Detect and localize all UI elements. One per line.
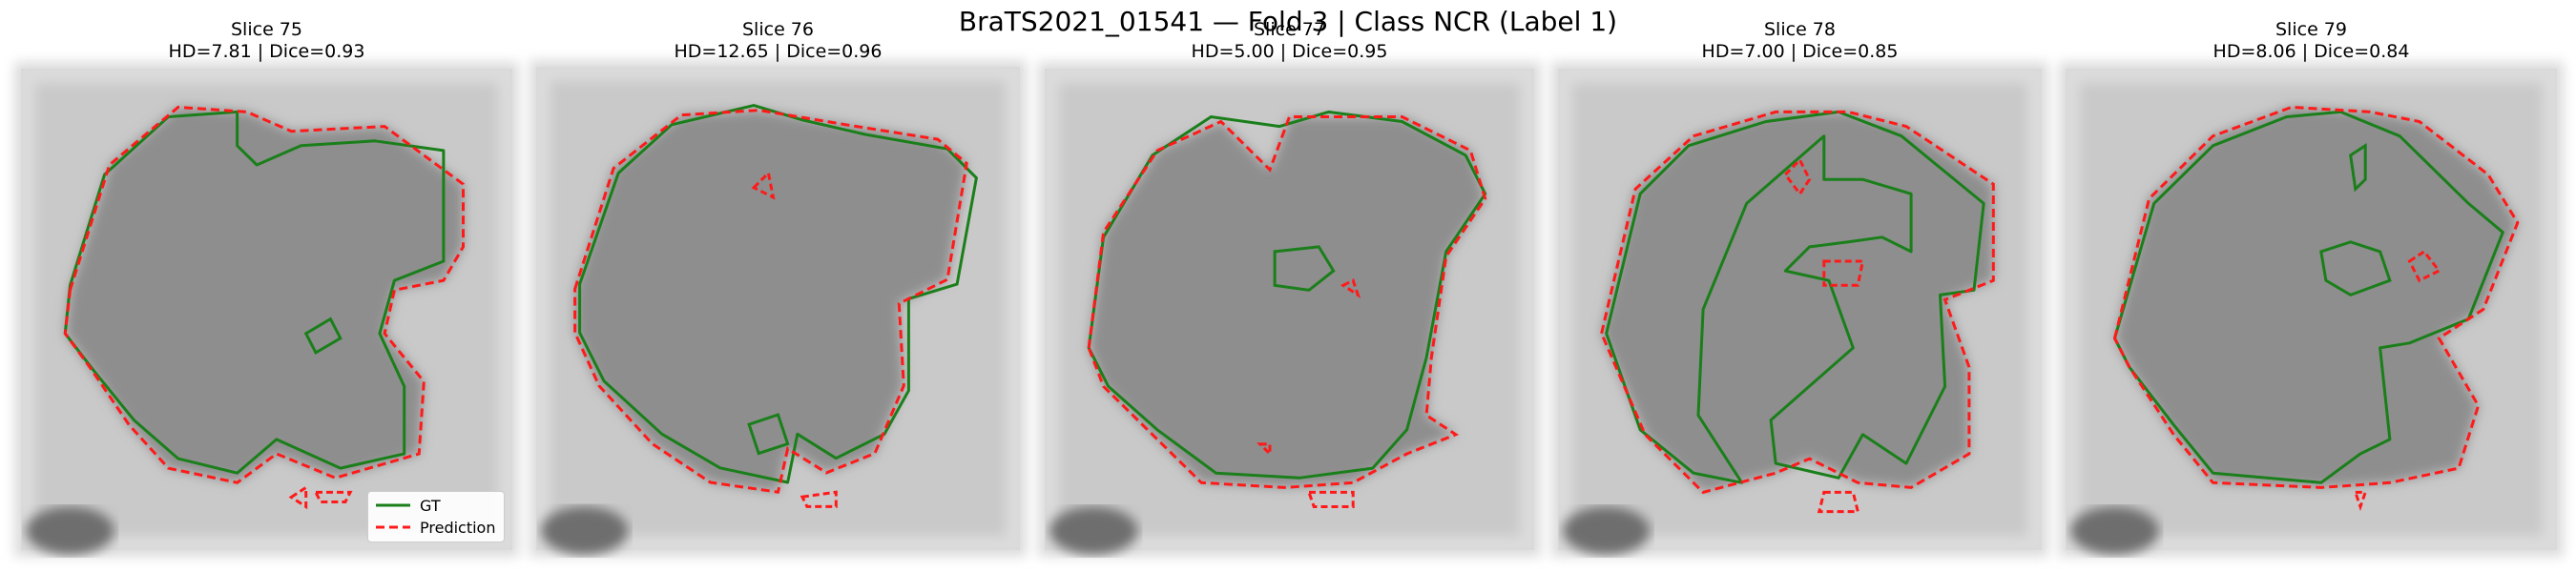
panel-title-slice-78: Slice 78 HD=7.00 | Dice=0.85 xyxy=(1558,19,2042,63)
prediction-contour-island xyxy=(288,484,308,510)
prediction-contour xyxy=(1087,115,1487,489)
legend-label-gt: GT xyxy=(420,496,441,515)
panel-metrics-label: HD=7.81 | Dice=0.93 xyxy=(168,41,365,62)
panel-slice-label: Slice 76 xyxy=(742,19,814,40)
panel-title-slice-77: Slice 77 HD=5.00 | Dice=0.95 xyxy=(1045,19,1534,63)
panel-title-slice-79: Slice 79 HD=8.06 | Dice=0.84 xyxy=(2066,19,2557,63)
prediction-contour-island xyxy=(1822,259,1865,287)
prediction-contour-island xyxy=(800,490,838,508)
mri-edge-texture xyxy=(14,62,519,557)
mri-edge-texture xyxy=(1551,62,2048,557)
panel-slice-76 xyxy=(530,60,1027,557)
prediction-contour-island xyxy=(1257,442,1272,458)
panel-slice-77 xyxy=(1038,62,1541,557)
prediction-contour-island xyxy=(2353,490,2368,512)
dark-artifact xyxy=(26,506,114,556)
panel-metrics-label: HD=5.00 | Dice=0.95 xyxy=(1191,41,1388,62)
dark-artifact xyxy=(2070,506,2159,556)
dark-artifact xyxy=(1563,506,1651,556)
prediction-line-swatch xyxy=(376,525,410,529)
lesion-region xyxy=(1601,112,1994,493)
prediction-contour xyxy=(1600,110,1995,495)
panel-slice-label: Slice 78 xyxy=(1764,19,1836,40)
legend-item-gt: GT xyxy=(374,495,441,516)
panel-slice-label: Slice 77 xyxy=(1254,19,1325,40)
panel-slice-79 xyxy=(2059,62,2564,557)
prediction-contour xyxy=(2112,105,2520,489)
prediction-contour-island xyxy=(2407,249,2441,283)
lesion-region xyxy=(65,107,464,483)
panel-metrics-label: HD=7.00 | Dice=0.85 xyxy=(1701,41,1899,62)
gt-contour xyxy=(1605,110,1985,484)
gt-contour xyxy=(1087,110,1487,480)
prediction-contour-island xyxy=(1306,490,1355,508)
gt-contour-island xyxy=(2319,240,2392,297)
prediction-contour xyxy=(573,109,968,494)
gt-line-swatch xyxy=(376,503,410,507)
panel-title-slice-76: Slice 76 HD=12.65 | Dice=0.96 xyxy=(536,19,1020,63)
gt-contour-island xyxy=(2349,143,2367,193)
gt-contour xyxy=(2113,110,2504,484)
panel-slice-75 xyxy=(14,62,519,557)
dark-artifact xyxy=(1049,506,1138,556)
panel-slice-78 xyxy=(1551,62,2048,557)
panel-metrics-label: HD=12.65 | Dice=0.96 xyxy=(674,41,883,62)
panel-slice-label: Slice 79 xyxy=(2275,19,2347,40)
prediction-contour-island xyxy=(1340,278,1361,299)
lesion-region xyxy=(2114,107,2518,488)
prediction-contour xyxy=(63,105,465,484)
gt-contour xyxy=(578,104,978,484)
mri-edge-texture xyxy=(530,60,1027,557)
prediction-contour-island xyxy=(313,490,353,503)
mri-edge-texture xyxy=(2059,62,2564,557)
gt-contour-island xyxy=(747,413,790,456)
panel-metrics-label: HD=8.06 | Dice=0.84 xyxy=(2212,41,2410,62)
prediction-contour-island xyxy=(1783,157,1812,196)
legend-label-prediction: Prediction xyxy=(420,518,496,537)
lesion-region xyxy=(574,110,967,493)
panel-title-slice-75: Slice 75 HD=7.81 | Dice=0.93 xyxy=(21,19,512,63)
figure-title: BraTS2021_01541 — Fold 3 | Class NCR (La… xyxy=(958,6,1618,37)
legend: GT Prediction xyxy=(367,491,505,542)
panel-slice-label: Slice 75 xyxy=(231,19,302,40)
mri-edge-texture xyxy=(1038,62,1541,557)
gt-contour-island xyxy=(303,317,343,355)
prediction-contour-island xyxy=(751,170,776,200)
gt-contour-island xyxy=(1273,245,1336,292)
gt-contour xyxy=(63,110,446,475)
dark-artifact xyxy=(541,506,629,556)
legend-item-prediction: Prediction xyxy=(374,517,495,538)
lesion-region xyxy=(1089,116,1485,488)
